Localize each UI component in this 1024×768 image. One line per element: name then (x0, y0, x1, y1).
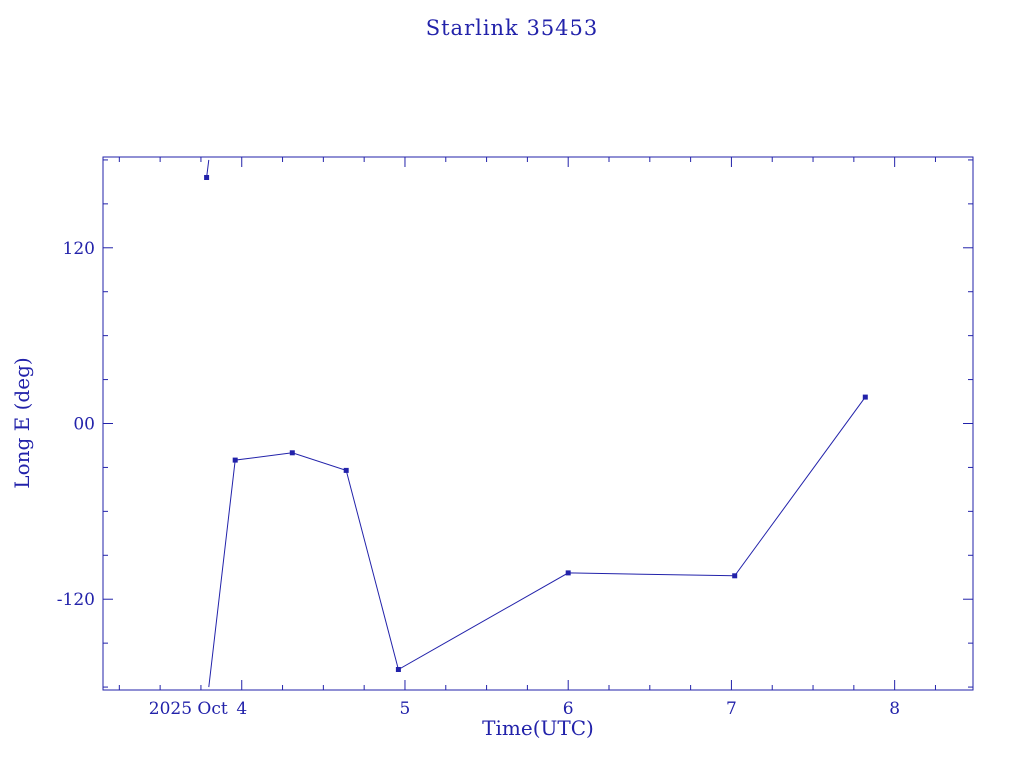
data-point-marker (732, 573, 738, 579)
chart-title: Starlink 35453 (425, 16, 599, 40)
data-line (206, 159, 210, 178)
x-axis-label: Time(UTC) (482, 716, 594, 740)
x-tick-date-label: 2025 Oct (149, 699, 228, 719)
data-point-marker (289, 450, 295, 456)
y-tick-label: 00 (73, 415, 95, 435)
x-tick-label: 7 (726, 699, 737, 719)
plot-frame (102, 156, 974, 691)
y-tick-label: -120 (57, 590, 95, 610)
y-tick-label: 120 (63, 239, 95, 259)
data-point-marker (232, 457, 238, 463)
x-tick-label: 5 (400, 699, 411, 719)
data-point-marker (395, 667, 401, 672)
x-tick-label: 6 (563, 699, 574, 719)
data-point-marker (343, 467, 349, 473)
data-point-marker (565, 570, 571, 576)
data-point-marker (862, 394, 868, 400)
x-tick-label: 8 (889, 699, 900, 719)
data-line (208, 396, 866, 688)
x-tick-label: 4 (236, 699, 247, 719)
data-point-marker (204, 175, 210, 180)
